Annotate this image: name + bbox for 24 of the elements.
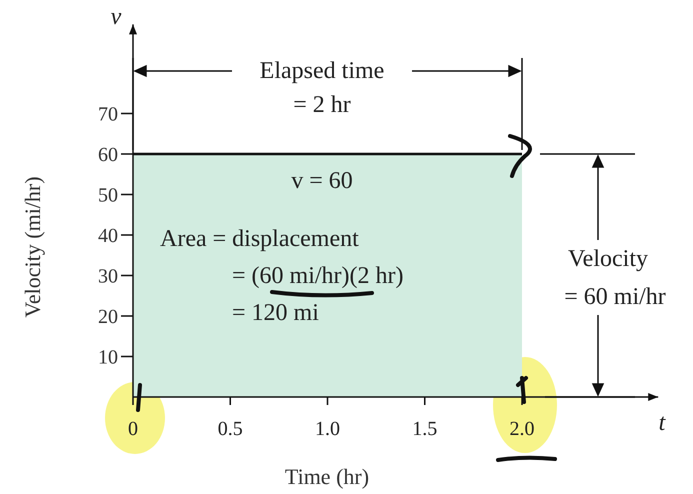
text: t — [658, 410, 667, 436]
annotation: Velocity — [568, 246, 648, 272]
y-tick-label: 70 — [98, 104, 118, 126]
text: v — [110, 4, 122, 30]
y-tick-label: 10 — [98, 346, 118, 368]
annotation: Area = displacement — [160, 226, 360, 252]
annotation: v = 60 — [291, 168, 353, 194]
y-tick-label: 30 — [98, 266, 118, 288]
annotation: = 120 mi — [232, 300, 320, 326]
y-tick-label: 50 — [98, 184, 118, 206]
x-axis-title: Time (hr) — [284, 464, 370, 489]
y-tick-label: 20 — [98, 306, 118, 328]
x-tick-label: 1.0 — [315, 418, 340, 440]
annotation: = (60 mi/hr)(2 hr) — [232, 263, 404, 289]
y-tick-label: 40 — [98, 225, 118, 247]
x-tick-label: 0.5 — [218, 418, 243, 440]
x-tick-label: 2.0 — [510, 418, 534, 440]
annotation: = 60 mi/hr — [564, 284, 666, 310]
x-tick-label: 0 — [128, 418, 138, 440]
x-tick-label: 1.5 — [412, 418, 438, 440]
annotation: Elapsed time — [260, 58, 384, 84]
annotation: = 2 hr — [293, 92, 351, 118]
y-axis-title: Velocity (mi/hr) — [20, 176, 45, 318]
y-tick-label: 60 — [98, 144, 118, 166]
